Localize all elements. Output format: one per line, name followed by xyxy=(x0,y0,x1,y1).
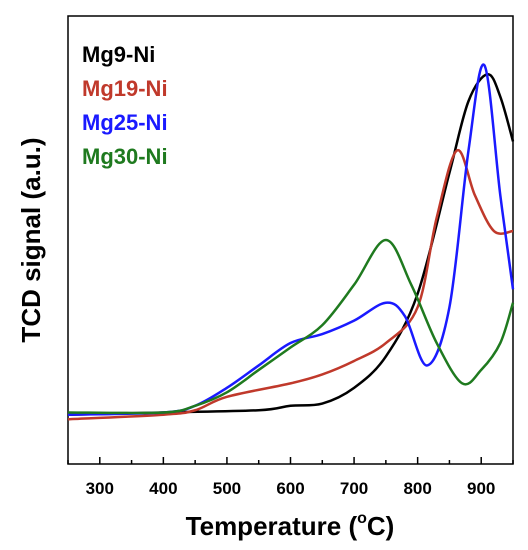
series-line-mg30-ni xyxy=(67,238,515,415)
legend-entry-mg30-ni: Mg30-Ni xyxy=(82,144,168,169)
x-tick-label-900: 900 xyxy=(467,479,495,498)
x-tick-label-600: 600 xyxy=(276,479,304,498)
legend: Mg9-Ni Mg19-Ni Mg25-Ni Mg30-Ni xyxy=(82,42,168,169)
legend-entry-mg19-ni: Mg19-Ni xyxy=(82,76,168,101)
x-tick-label-800: 800 xyxy=(403,479,431,498)
series-line-mg19-ni xyxy=(67,149,514,421)
legend-entry-mg9-ni: Mg9-Ni xyxy=(82,42,155,67)
x-axis-label-main: Temperature ( xyxy=(186,511,358,541)
y-axis-label: TCD signal (a.u.) xyxy=(16,137,46,342)
series-line-mg25-ni xyxy=(67,63,515,416)
x-tick-label-500: 500 xyxy=(213,479,241,498)
x-tick-label-700: 700 xyxy=(340,479,368,498)
x-tick-label-300: 300 xyxy=(86,479,114,498)
x-axis-label-degree: o xyxy=(357,510,367,527)
x-axis-label: Temperature (oC) xyxy=(186,510,395,541)
x-axis-label-unit: C) xyxy=(367,511,394,541)
x-ticks: 300 400 500 600 700 800 900 xyxy=(67,457,514,498)
series-layer xyxy=(67,63,515,421)
legend-entry-mg25-ni: Mg25-Ni xyxy=(82,110,168,135)
x-tick-label-400: 400 xyxy=(149,479,177,498)
